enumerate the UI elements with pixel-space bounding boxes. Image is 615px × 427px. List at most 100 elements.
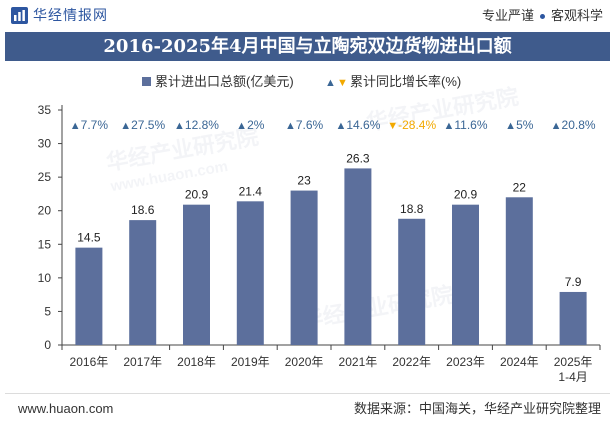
bar-value-label: 21.4 — [239, 184, 263, 198]
footer-divider — [5, 393, 610, 394]
growth-rate-value: 27.5 — [131, 118, 155, 132]
x-tick-label: 2020年 — [285, 355, 324, 369]
logo-graphic — [11, 7, 28, 24]
growth-rate-value: 7.6 — [296, 118, 313, 132]
x-tick-label: 2019年 — [231, 355, 270, 369]
x-tick-label-line: 2025年 — [554, 355, 593, 369]
legend-swatch-total — [142, 77, 151, 86]
growth-rate-label: ▲2% — [236, 118, 265, 132]
growth-rate-unit: % — [370, 118, 381, 132]
x-tick-label: 2017年 — [123, 355, 162, 369]
growth-rate-value: 11.6 — [454, 118, 477, 132]
huajing-logo-icon[interactable] — [11, 7, 28, 24]
legend-label-total: 累计进出口总额(亿美元) — [155, 74, 294, 89]
growth-rate-unit: % — [254, 118, 265, 132]
growth-rate-unit: % — [154, 118, 165, 132]
x-tick-label: 2018年 — [177, 355, 216, 369]
x-tick-label: 2016年 — [70, 355, 109, 369]
x-tick-label: 2025年 1-4月 — [554, 355, 593, 384]
slogan: 专业严谨 客观科学 — [482, 8, 603, 24]
growth-rate-unit: % — [585, 118, 596, 132]
growth-rate-unit: % — [208, 118, 219, 132]
y-tick-label: 25 — [38, 170, 52, 184]
growth-rate-label: ▲7.6% — [285, 118, 324, 132]
bar[interactable] — [559, 291, 587, 345]
up-triangle-icon: ▲ — [325, 77, 336, 89]
y-tick-label: 0 — [44, 338, 51, 352]
bar[interactable] — [344, 168, 372, 345]
up-triangle-icon: ▲ — [70, 120, 81, 132]
x-tick-label: 2021年 — [339, 355, 378, 369]
bar[interactable] — [290, 190, 318, 345]
x-tick-label-line: 1-4月 — [558, 370, 587, 384]
down-triangle-icon: ▼ — [387, 120, 398, 132]
site-header: 华经情报网 专业严谨 客观科学 — [0, 0, 615, 30]
bar[interactable] — [129, 220, 157, 345]
x-tick-label: 2024年 — [500, 355, 539, 369]
bar[interactable] — [398, 218, 426, 345]
up-triangle-icon: ▲ — [236, 120, 247, 132]
growth-rate-value: 12.8 — [185, 118, 209, 132]
bar-value-label: 23 — [297, 174, 311, 188]
growth-rate-label: ▲5% — [505, 118, 534, 132]
growth-rate-value: -28.4 — [398, 118, 426, 132]
bar-value-label: 14.5 — [77, 231, 101, 245]
growth-rate-label: ▲14.6% — [335, 118, 380, 132]
y-tick-label: 20 — [38, 204, 52, 218]
growth-rate-unit: % — [313, 118, 324, 132]
slogan-left: 专业严谨 — [481, 8, 534, 23]
down-triangle-icon: ▼ — [337, 77, 348, 89]
growth-rate-unit: % — [523, 118, 534, 132]
up-triangle-icon: ▲ — [120, 120, 131, 132]
legend-label-growth: 累计同比增长率(%) — [350, 74, 461, 89]
y-tick-label: 10 — [38, 271, 52, 285]
growth-rate-label: ▲12.8% — [174, 118, 219, 132]
up-triangle-icon: ▲ — [551, 120, 562, 132]
growth-rate-value: 20.8 — [562, 118, 586, 132]
slogan-right: 客观科学 — [550, 8, 603, 23]
bar[interactable] — [505, 197, 533, 345]
bar-value-label: 18.8 — [400, 202, 424, 216]
bar-value-label: 20.9 — [454, 188, 478, 202]
growth-rate-value: 14.6 — [346, 118, 370, 132]
growth-rate-label: ▲7.7% — [70, 118, 109, 132]
x-tick-label: 2023年 — [446, 355, 485, 369]
bar-value-label: 7.9 — [565, 275, 582, 289]
growth-rate-unit: % — [425, 118, 436, 132]
y-tick-label: 15 — [38, 237, 52, 251]
footer-source: 数据来源：中国海关，华经产业研究院整理 — [353, 401, 601, 416]
growth-rate-label: ▼-28.4% — [387, 118, 436, 132]
bar[interactable] — [183, 204, 210, 345]
up-triangle-icon: ▲ — [505, 120, 516, 132]
bar-value-label: 18.6 — [131, 203, 155, 217]
title-bar: 2016-2025年4月中国与立陶宛双边货物进出口额 — [5, 32, 610, 61]
y-tick-label: 35 — [38, 103, 52, 117]
up-triangle-icon: ▲ — [285, 120, 296, 132]
growth-rate-unit: % — [97, 118, 108, 132]
growth-rate-value: 2 — [247, 118, 254, 132]
x-tick-label: 2022年 — [392, 355, 431, 369]
separator-dot-icon — [539, 13, 545, 19]
legend: 累计进出口总额(亿美元) ▲ ▼ 累计同比增长率(%) — [142, 74, 461, 89]
brand-name[interactable]: 华经情报网 — [33, 7, 108, 23]
bar-value-label: 20.9 — [185, 188, 209, 202]
y-tick-label: 5 — [44, 304, 51, 318]
growth-rate-unit: % — [477, 118, 488, 132]
up-triangle-icon: ▲ — [174, 120, 185, 132]
up-triangle-icon: ▲ — [443, 120, 454, 132]
up-triangle-icon: ▲ — [335, 120, 346, 132]
footer-website[interactable]: www.huaon.com — [18, 401, 114, 416]
growth-rate-label: ▲20.8% — [551, 118, 596, 132]
growth-rate-label: ▲27.5% — [120, 118, 165, 132]
y-tick-label: 30 — [38, 137, 52, 151]
bar[interactable] — [452, 204, 479, 345]
bar[interactable] — [75, 247, 103, 345]
growth-rate-value: 5 — [516, 118, 523, 132]
bar-value-label: 22 — [513, 180, 527, 194]
chart-title: 2016-2025年4月中国与立陶宛双边货物进出口额 — [103, 36, 512, 57]
growth-rate-label: ▲11.6% — [443, 118, 487, 132]
growth-rate-value: 7.7 — [81, 118, 98, 132]
bar[interactable] — [236, 201, 264, 345]
